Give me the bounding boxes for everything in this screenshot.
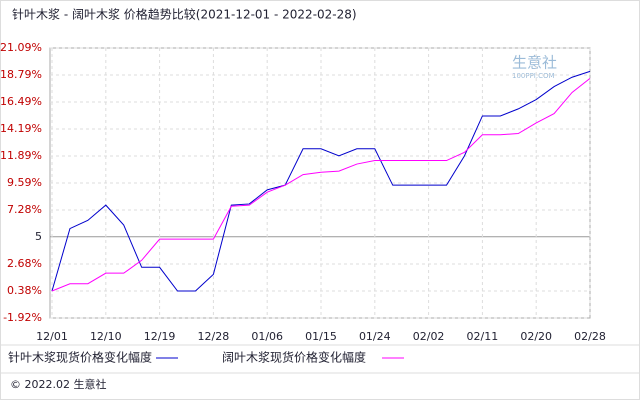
x-tick-label: 02/11 <box>467 330 499 343</box>
y-tick-label: 18.79% <box>0 68 42 81</box>
x-tick-label: 01/15 <box>305 330 337 343</box>
footer: © 2022.02 生意社 <box>10 377 106 391</box>
y-tick-label: 16.49% <box>0 95 42 108</box>
x-tick-label: 12/10 <box>90 330 122 343</box>
legend-label: 针叶木浆现货价格变化幅度 <box>8 350 152 365</box>
x-tick-label: 02/20 <box>520 330 552 343</box>
x-tick-label: 12/01 <box>36 330 68 343</box>
chart-title: 针叶木浆 - 阔叶木浆 价格趋势比较(2021-12-01 - 2022-02-… <box>12 7 357 22</box>
y-tick-label: 5 <box>35 230 42 243</box>
x-tick-label: 02/28 <box>574 330 606 343</box>
y-tick-label: 2.68% <box>7 257 42 270</box>
series-line <box>51 70 591 292</box>
x-tick-label: 12/28 <box>198 330 230 343</box>
y-tick-label: 9.59% <box>7 176 42 189</box>
x-tick-label: 01/24 <box>359 330 391 343</box>
series-line <box>51 77 591 292</box>
watermark-sub: 100PPI.COM <box>512 72 555 80</box>
y-tick-label: 7.28% <box>7 203 42 216</box>
x-tick-label: 12/19 <box>144 330 176 343</box>
y-tick-label: 11.89% <box>0 149 42 162</box>
y-tick-label: 0.38% <box>7 284 42 297</box>
y-tick-label: -1.92% <box>3 311 42 324</box>
legend-label: 阔叶木浆现货价格变化幅度 <box>222 350 366 365</box>
x-tick-label: 02/02 <box>413 330 445 343</box>
watermark: 生意社 <box>512 54 557 72</box>
y-tick-label: 21.09% <box>0 41 42 54</box>
y-tick-label: 14.19% <box>0 122 42 135</box>
x-tick-label: 01/06 <box>251 330 283 343</box>
